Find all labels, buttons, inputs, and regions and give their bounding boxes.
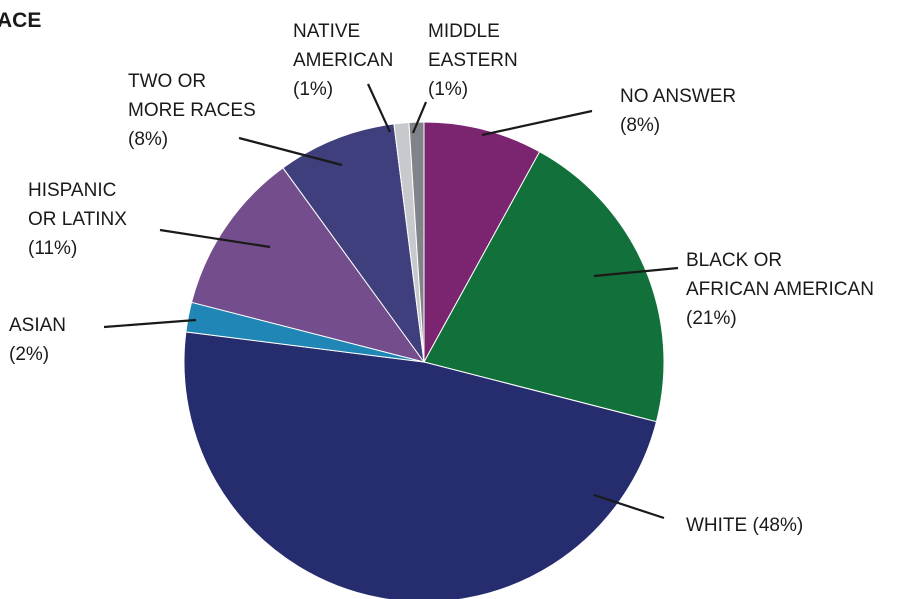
- slice-label: AFRICAN AMERICAN: [686, 279, 874, 300]
- leader-line: [593, 266, 679, 278]
- pie-slice-black-or-african-american: [423, 151, 665, 423]
- leader-line: [481, 109, 593, 137]
- slice-label: ASIAN: [9, 315, 66, 336]
- slice-label: (1%): [293, 79, 333, 100]
- slice-label: (8%): [128, 129, 168, 150]
- slice-label: NO ANSWER: [620, 86, 736, 107]
- slice-label: MORE RACES: [128, 100, 256, 121]
- leader-line: [103, 318, 197, 329]
- slice-label: MIDDLE: [428, 21, 500, 42]
- pie-slices: [183, 121, 665, 599]
- leader-line: [593, 493, 665, 520]
- slice-label: TWO OR: [128, 71, 206, 92]
- pie-slice-hispanic-or-latinx: [190, 167, 426, 363]
- slice-label: HISPANIC: [28, 180, 116, 201]
- slice-label: EASTERN: [428, 50, 518, 71]
- slice-label: (11%): [28, 238, 77, 259]
- pie-slice-white: [183, 331, 658, 599]
- slice-label: NATIVE: [293, 21, 360, 42]
- leader-lines: [103, 83, 679, 520]
- slice-label: OR LATINX: [28, 209, 127, 230]
- slice-label: AMERICAN: [293, 50, 393, 71]
- pie-slice-two-or-more-races: [282, 123, 425, 363]
- slice-label: (1%): [428, 79, 468, 100]
- slice-label: WHITE (48%): [686, 515, 803, 536]
- slice-label: (2%): [9, 344, 49, 365]
- slice-label: (21%): [686, 308, 737, 329]
- slice-label: (8%): [620, 115, 660, 136]
- slice-labels: NO ANSWER (8%) BLACK OR AFRICAN AMERICAN (21…: [9, 21, 874, 536]
- slice-label: BLACK OR: [686, 250, 782, 271]
- chart-title: ACE: [0, 9, 41, 32]
- pie-slice-no-answer: [423, 121, 541, 363]
- leader-line: [238, 136, 343, 167]
- leader-line: [159, 228, 271, 249]
- leader-line: [367, 83, 391, 133]
- leader-line: [411, 101, 428, 134]
